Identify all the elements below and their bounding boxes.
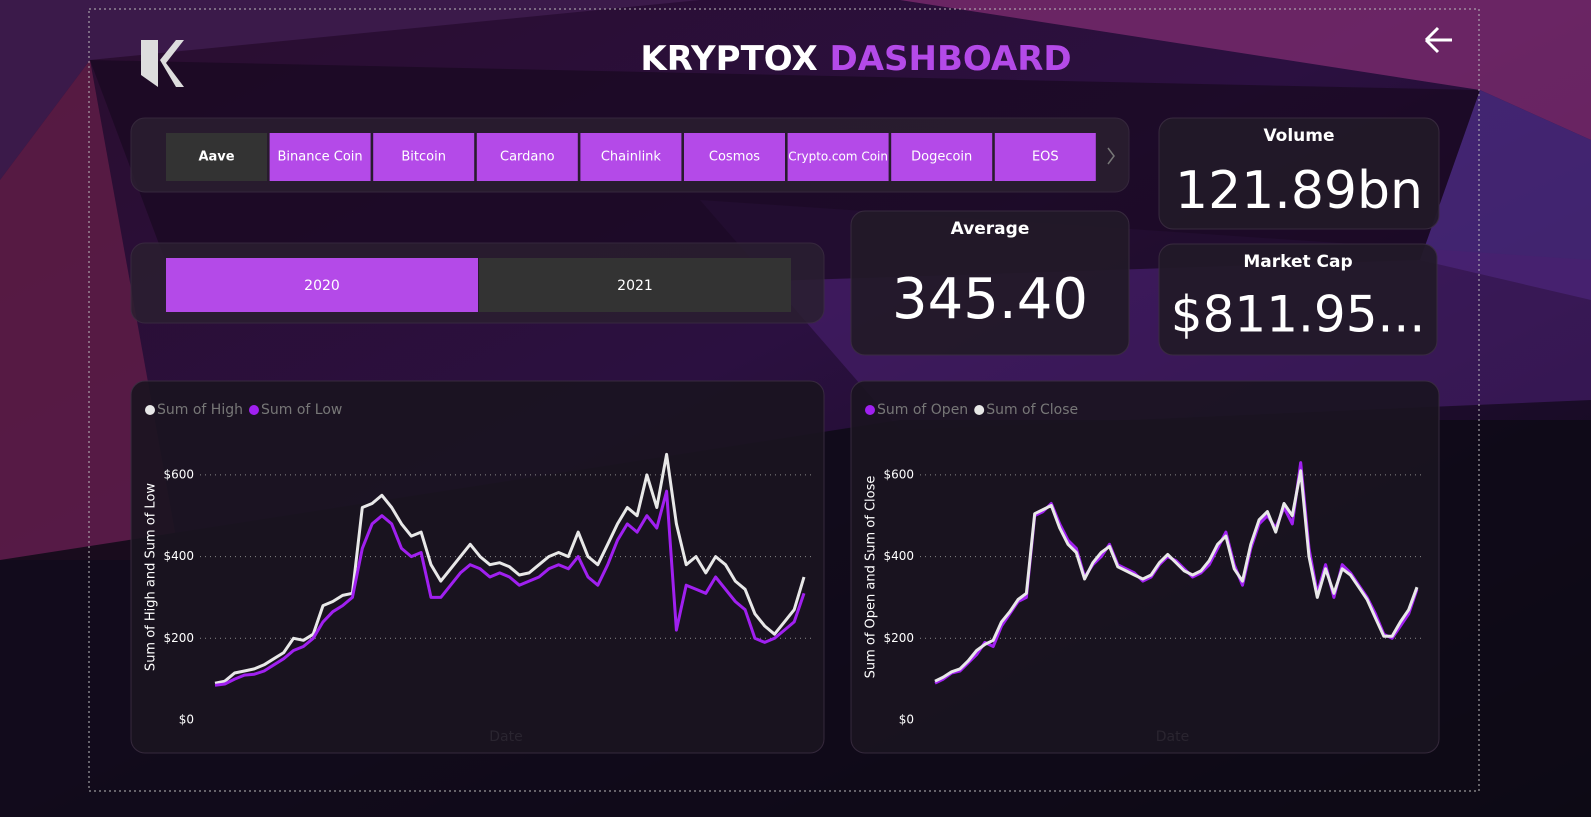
title: KRYPTOX DASHBOARD (640, 39, 1071, 79)
bg-shard (1420, 90, 1591, 300)
card (850, 210, 1130, 356)
coin-label[interactable]: Bitcoin (401, 150, 446, 165)
legend-label: Sum of Open (877, 402, 968, 418)
coin-label[interactable]: Binance Coin (278, 150, 363, 165)
card-value: $811.95... (1171, 286, 1425, 344)
y-tick-label: $600 (883, 467, 914, 481)
card-label: Volume (1263, 126, 1334, 146)
coin-label[interactable]: Chainlink (601, 150, 662, 165)
coin-button[interactable] (994, 133, 1096, 181)
coin-label[interactable]: Cardano (500, 150, 555, 165)
card (1158, 243, 1438, 356)
coin-label[interactable]: Cosmos (709, 150, 760, 165)
slicer-next[interactable] (1107, 147, 1115, 165)
bg-shard (900, 0, 1591, 140)
year-button[interactable] (166, 258, 478, 312)
legend-label: Sum of Close (986, 402, 1078, 418)
y-axis-label: Sum of High and Sum of Low (144, 483, 159, 671)
year-button[interactable] (479, 258, 791, 312)
coin-button[interactable] (166, 133, 267, 181)
title-part: KRYPTOX (640, 39, 817, 79)
legend-label: Sum of High (157, 402, 243, 418)
card-label: Average (951, 219, 1030, 239)
coin-label[interactable]: Crypto.com Coin (788, 150, 888, 164)
card-value: 121.89bn (1175, 161, 1423, 221)
x-axis-label: Date (489, 729, 522, 745)
coin-button[interactable] (373, 133, 475, 181)
year-label[interactable]: 2020 (304, 278, 340, 294)
coin-label[interactable]: EOS (1032, 150, 1059, 165)
y-tick-label: $0 (899, 713, 914, 727)
data-line (934, 469, 1419, 683)
back-button[interactable] (1424, 26, 1452, 54)
dynamic-layer: Aave Binance Coin Bitcoin Cardano Chainlink C… (130, 117, 1440, 754)
card-value: 345.40 (892, 267, 1088, 332)
coin-button[interactable] (787, 133, 889, 181)
y-tick-label: $400 (163, 549, 194, 563)
chart-panel (850, 380, 1440, 754)
card-label: Market Cap (1243, 252, 1352, 272)
card (1158, 117, 1440, 230)
y-tick-label: $0 (179, 713, 194, 727)
y-tick-label: $200 (163, 631, 194, 645)
coin-button[interactable] (580, 133, 682, 181)
y-axis-label: Sum of Open and Sum of Close (864, 476, 879, 679)
coin-button[interactable] (476, 133, 578, 181)
x-axis-label: Date (1156, 729, 1189, 745)
coin-button[interactable] (269, 133, 371, 181)
logo (141, 40, 184, 87)
legend-label: Sum of Low (261, 402, 342, 418)
legend-marker (248, 405, 259, 415)
y-tick-label: $600 (163, 467, 194, 481)
year-label[interactable]: 2021 (617, 278, 653, 294)
data-line (214, 452, 806, 685)
y-tick-label: $400 (883, 549, 914, 563)
coin-label[interactable]: Dogecoin (911, 150, 972, 165)
y-tick-label: $200 (883, 631, 914, 645)
title-part: DASHBOARD (830, 39, 1072, 79)
data-line (214, 489, 806, 687)
canvas-border (88, 8, 1480, 792)
coin-label[interactable]: Aave (198, 150, 234, 165)
coin-button[interactable] (684, 133, 785, 181)
legend-marker (865, 405, 875, 415)
legend-marker (974, 405, 985, 415)
legend-marker (145, 405, 155, 415)
coin-button[interactable] (891, 133, 993, 181)
